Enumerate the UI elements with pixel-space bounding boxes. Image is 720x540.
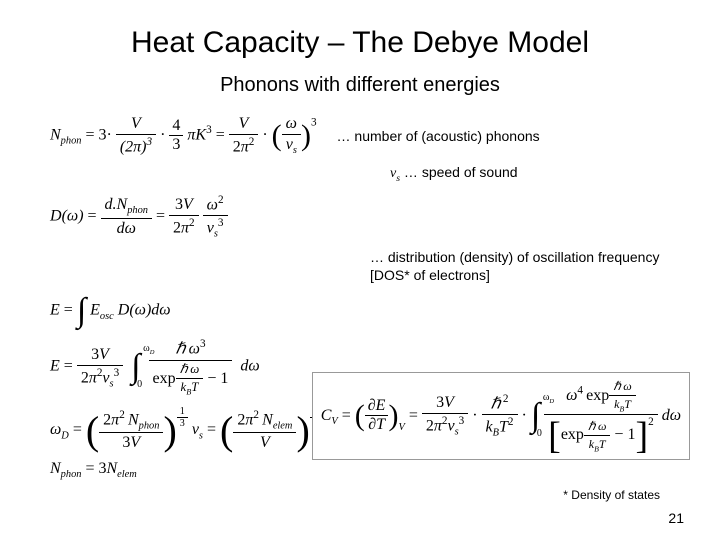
note-vs: vs … speed of sound [390,164,670,184]
page-number: 21 [668,510,684,526]
eq-dos-row: D(ω) = d.Nphondω = 3V2π2 ω2vs3 [50,194,670,240]
slide-title: Heat Capacity – The Debye Model [50,26,670,60]
eq-omegad: ωD = (2π2 Nphon3V)13 vs = (2π2 NelemV)13… [50,406,336,452]
eq-e1: E = ∫ Eosc D(ω)dω [50,292,171,330]
note-dos: … distribution (density) of oscillation … [370,248,670,284]
eq-e1-row: E = ∫ Eosc D(ω)dω [50,292,670,330]
cv-box: CV = (∂E∂T)V = 3V2π2vs3 · ℏ 2kBT2 · ωD∫0… [312,372,690,460]
eq-e2: E = 3V2π2vs3 ωD∫0 ℏ ω3 expℏ ωkBT − 1 dω [50,338,260,396]
eq-nphon3-row: Nphon = 3Nelem [50,460,670,480]
slide-subtitle: Phonons with different energies [50,74,670,97]
footnote: * Density of states [563,488,660,502]
eq-nphon: Nphon = 3· V(2π)3 · 43 πK3 = V2π2 · (ωvs… [50,115,317,156]
note-nphon: … number of (acoustic) phonons [337,128,540,144]
eq-dos: D(ω) = d.Nphondω = 3V2π2 ω2vs3 [50,194,228,240]
eq-nphon3: Nphon = 3Nelem [50,460,137,480]
eq-nphon-row: Nphon = 3· V(2π)3 · 43 πK3 = V2π2 · (ωvs… [50,115,670,156]
eq-cv: CV = (∂E∂T)V = 3V2π2vs3 · ℏ 2kBT2 · ωD∫0… [321,407,681,424]
